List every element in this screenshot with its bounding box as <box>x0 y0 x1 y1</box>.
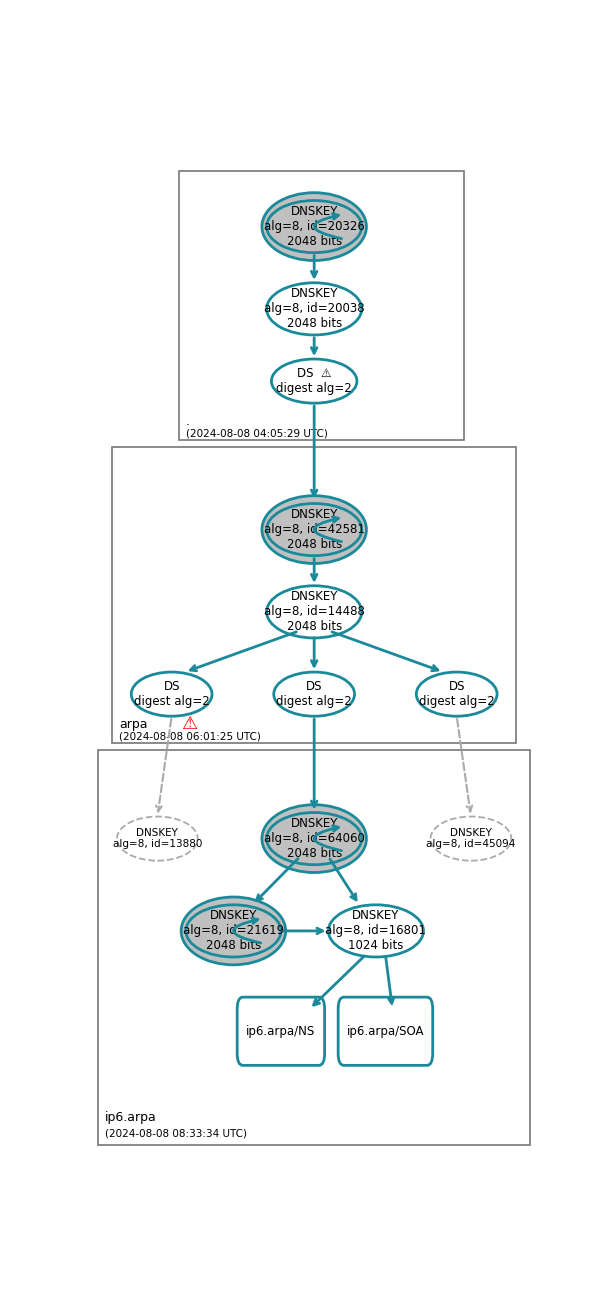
Text: DS  ⚠
digest alg=2: DS ⚠ digest alg=2 <box>276 367 352 395</box>
Ellipse shape <box>267 201 362 253</box>
Ellipse shape <box>267 813 362 865</box>
Text: .: . <box>186 416 190 429</box>
Text: DS
digest alg=2: DS digest alg=2 <box>134 680 210 708</box>
Text: DNSKEY
alg=8, id=20326
2048 bits: DNSKEY alg=8, id=20326 2048 bits <box>264 205 365 248</box>
Text: DNSKEY
alg=8, id=14488
2048 bits: DNSKEY alg=8, id=14488 2048 bits <box>264 590 365 633</box>
Ellipse shape <box>329 904 424 956</box>
Text: DNSKEY
alg=8, id=42581
2048 bits: DNSKEY alg=8, id=42581 2048 bits <box>264 508 365 551</box>
FancyBboxPatch shape <box>338 997 433 1066</box>
Ellipse shape <box>272 360 357 403</box>
Ellipse shape <box>267 283 362 335</box>
Text: (2024-08-08 08:33:34 UTC): (2024-08-08 08:33:34 UTC) <box>105 1128 247 1139</box>
Text: DS
digest alg=2: DS digest alg=2 <box>276 680 352 708</box>
Text: ip6.arpa/SOA: ip6.arpa/SOA <box>347 1024 424 1037</box>
Ellipse shape <box>262 193 367 261</box>
Text: ip6.arpa/NS: ip6.arpa/NS <box>246 1024 316 1037</box>
Ellipse shape <box>267 586 362 638</box>
Ellipse shape <box>262 805 367 873</box>
Bar <box>179 172 464 440</box>
Text: DNSKEY
alg=8, id=45094: DNSKEY alg=8, id=45094 <box>426 827 516 850</box>
Text: (2024-08-08 04:05:29 UTC): (2024-08-08 04:05:29 UTC) <box>186 429 328 438</box>
Text: ip6.arpa: ip6.arpa <box>105 1110 157 1123</box>
Text: DS
digest alg=2: DS digest alg=2 <box>419 680 495 708</box>
FancyBboxPatch shape <box>237 997 325 1066</box>
Bar <box>112 447 516 743</box>
Ellipse shape <box>416 672 497 717</box>
Ellipse shape <box>131 672 212 717</box>
Ellipse shape <box>267 503 362 555</box>
Ellipse shape <box>117 817 198 861</box>
Text: DNSKEY
alg=8, id=64060
2048 bits: DNSKEY alg=8, id=64060 2048 bits <box>264 817 365 860</box>
Text: (2024-08-08 06:01:25 UTC): (2024-08-08 06:01:25 UTC) <box>120 731 261 741</box>
Ellipse shape <box>262 495 367 563</box>
Text: DNSKEY
alg=8, id=21619
2048 bits: DNSKEY alg=8, id=21619 2048 bits <box>183 909 284 952</box>
Ellipse shape <box>430 817 511 861</box>
Ellipse shape <box>274 672 354 717</box>
Text: DNSKEY
alg=8, id=16801
1024 bits: DNSKEY alg=8, id=16801 1024 bits <box>326 909 427 952</box>
Text: ⚠: ⚠ <box>181 715 197 734</box>
Text: DNSKEY
alg=8, id=20038
2048 bits: DNSKEY alg=8, id=20038 2048 bits <box>264 288 365 331</box>
Bar <box>98 751 530 1144</box>
Ellipse shape <box>186 904 281 956</box>
Text: arpa: arpa <box>120 718 148 731</box>
Text: DNSKEY
alg=8, id=13880: DNSKEY alg=8, id=13880 <box>113 827 202 850</box>
Ellipse shape <box>181 896 286 964</box>
